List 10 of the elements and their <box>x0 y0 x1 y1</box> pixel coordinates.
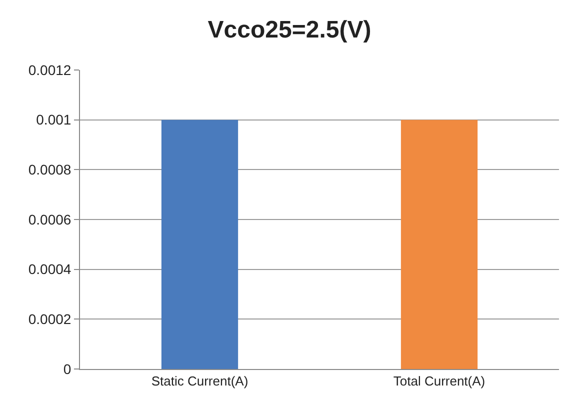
y-tick-label: 0.0006 <box>28 211 72 228</box>
chart-title: Vcco25=2.5(V) <box>208 16 372 44</box>
y-tick-label: 0.0002 <box>28 311 72 328</box>
x-tick-label: Total Current(A) <box>393 374 486 389</box>
y-tick-label: 0.0008 <box>28 162 72 178</box>
y-tick-label: 0 <box>63 360 72 377</box>
y-tick-label: 0.001 <box>36 112 72 128</box>
y-tick-label: 0.0004 <box>28 261 72 278</box>
y-tick-label: 0.0012 <box>28 62 72 78</box>
x-tick-label: Static Current(A) <box>151 374 248 389</box>
